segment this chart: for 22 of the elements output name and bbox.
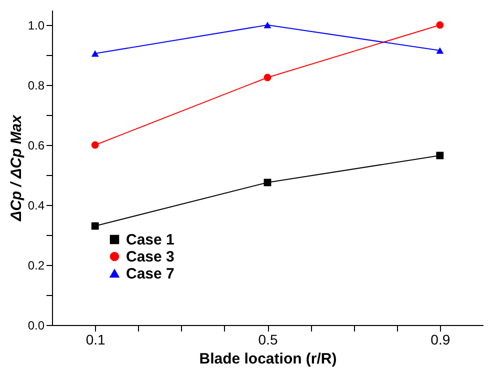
y-tick-label: 0.4: [28, 198, 45, 212]
point: [264, 74, 272, 82]
point: [91, 50, 99, 57]
y-tick-label: 0.6: [28, 138, 45, 152]
point: [91, 141, 99, 149]
y-tick-label: 0.8: [28, 78, 45, 92]
point: [91, 222, 99, 230]
y-tick-label: 0.2: [28, 258, 45, 272]
y-tick-label: 0.0: [28, 318, 45, 332]
point: [436, 152, 444, 160]
legend-label: Case 7: [126, 266, 174, 282]
legend-label: Case 1: [126, 232, 174, 248]
legend-label: Case 3: [126, 248, 174, 266]
y-axis-title: ΔCp / ΔCp Max: [8, 114, 25, 222]
x-tick-label: 0.9: [430, 332, 450, 348]
x-tick-label: 0.1: [86, 332, 106, 348]
point: [436, 47, 444, 54]
point: [436, 21, 444, 29]
x-axis-title: Blade location (r/R): [199, 350, 337, 368]
point: [264, 22, 272, 28]
y-tick-label: 1.0: [28, 18, 45, 32]
x-tick-label: 0.5: [258, 332, 278, 348]
